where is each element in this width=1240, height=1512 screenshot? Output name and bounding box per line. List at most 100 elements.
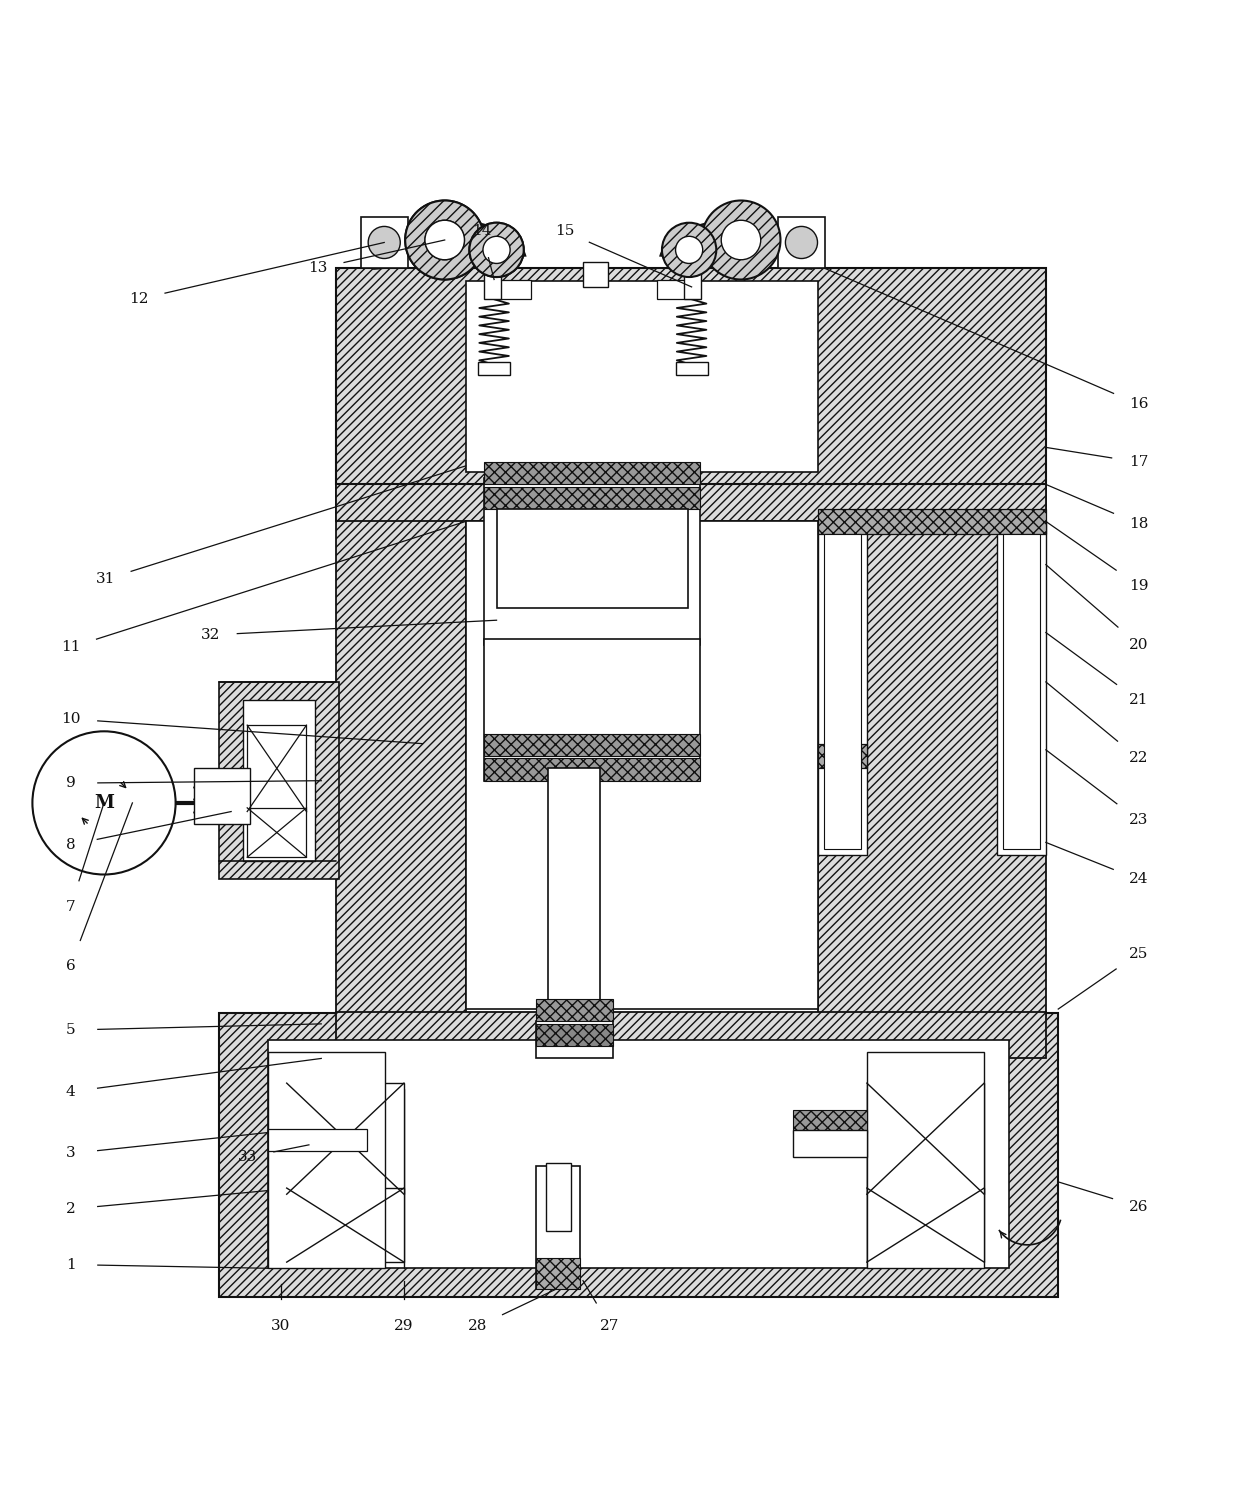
- Bar: [792, 1110, 867, 1132]
- Bar: [247, 807, 306, 857]
- Bar: [536, 1022, 613, 1058]
- Bar: [792, 1129, 867, 1157]
- Text: 28: 28: [469, 1320, 487, 1334]
- Text: 20: 20: [1128, 638, 1148, 652]
- Circle shape: [470, 222, 523, 277]
- Bar: [817, 484, 1045, 1015]
- Bar: [361, 216, 408, 269]
- Bar: [484, 638, 701, 780]
- Text: 5: 5: [66, 1024, 76, 1037]
- Bar: [286, 1188, 404, 1263]
- Bar: [494, 280, 531, 299]
- Circle shape: [425, 221, 465, 260]
- Bar: [218, 1013, 1058, 1297]
- Bar: [484, 733, 701, 756]
- Bar: [1003, 534, 1039, 848]
- Circle shape: [405, 201, 484, 280]
- Bar: [867, 1188, 985, 1263]
- Text: 19: 19: [1128, 579, 1148, 593]
- Text: 18: 18: [1128, 517, 1148, 531]
- Text: 7: 7: [66, 900, 76, 913]
- Bar: [867, 1052, 985, 1269]
- Bar: [336, 478, 1045, 522]
- Bar: [247, 726, 306, 812]
- Text: 22: 22: [1128, 751, 1148, 765]
- Circle shape: [785, 227, 817, 259]
- Bar: [268, 1129, 367, 1151]
- Circle shape: [425, 221, 465, 260]
- Bar: [817, 744, 867, 768]
- Text: 21: 21: [1128, 694, 1148, 708]
- Bar: [536, 1258, 580, 1290]
- Text: 13: 13: [308, 262, 327, 275]
- Text: 2: 2: [66, 1202, 76, 1216]
- Text: 11: 11: [61, 641, 81, 655]
- Text: 10: 10: [61, 712, 81, 726]
- Bar: [466, 522, 817, 1009]
- Bar: [243, 700, 315, 860]
- Bar: [684, 262, 702, 299]
- Bar: [336, 269, 1045, 484]
- Text: 29: 29: [394, 1320, 414, 1334]
- Polygon shape: [373, 221, 526, 269]
- Text: 32: 32: [201, 627, 219, 643]
- Polygon shape: [661, 221, 812, 269]
- Bar: [268, 1052, 386, 1269]
- Text: 4: 4: [66, 1084, 76, 1099]
- Text: 24: 24: [1128, 872, 1148, 886]
- Bar: [195, 768, 249, 824]
- Bar: [548, 768, 600, 1009]
- Bar: [536, 1024, 613, 1046]
- Text: 33: 33: [238, 1151, 257, 1164]
- Text: 14: 14: [472, 224, 491, 239]
- Text: 8: 8: [66, 838, 76, 851]
- Text: 17: 17: [1128, 455, 1148, 469]
- Bar: [823, 534, 861, 848]
- Bar: [583, 262, 608, 287]
- Text: 23: 23: [1128, 813, 1148, 827]
- Bar: [466, 281, 817, 472]
- Bar: [268, 1040, 1009, 1269]
- Circle shape: [482, 236, 510, 263]
- Bar: [997, 522, 1045, 854]
- Bar: [336, 484, 466, 1015]
- Bar: [496, 510, 688, 608]
- Text: 27: 27: [600, 1320, 620, 1334]
- Bar: [484, 478, 701, 646]
- Text: 12: 12: [129, 292, 149, 307]
- Bar: [218, 682, 339, 880]
- Text: 26: 26: [1128, 1199, 1148, 1214]
- Bar: [536, 999, 613, 1022]
- Bar: [484, 262, 501, 299]
- Bar: [657, 280, 694, 299]
- Bar: [817, 510, 1045, 534]
- Text: 9: 9: [66, 776, 76, 791]
- Bar: [336, 1012, 1045, 1058]
- Text: 25: 25: [1128, 947, 1148, 960]
- Bar: [286, 1083, 404, 1194]
- Bar: [676, 363, 708, 375]
- Circle shape: [405, 201, 484, 280]
- Circle shape: [470, 222, 523, 277]
- Circle shape: [662, 222, 717, 277]
- Circle shape: [368, 227, 401, 259]
- Text: 6: 6: [66, 959, 76, 972]
- Bar: [479, 363, 510, 375]
- Bar: [817, 522, 867, 854]
- Circle shape: [722, 221, 760, 260]
- Circle shape: [702, 201, 780, 280]
- Text: 16: 16: [1128, 398, 1148, 411]
- Text: 30: 30: [270, 1320, 290, 1334]
- Text: 31: 31: [95, 573, 115, 587]
- Circle shape: [32, 732, 176, 874]
- Bar: [867, 1083, 985, 1194]
- Bar: [484, 487, 701, 510]
- Text: 3: 3: [66, 1146, 76, 1161]
- Text: 15: 15: [554, 224, 574, 239]
- Circle shape: [676, 236, 703, 263]
- Text: M: M: [94, 794, 114, 812]
- Text: 1: 1: [66, 1258, 76, 1272]
- Bar: [777, 216, 825, 269]
- Bar: [484, 759, 701, 780]
- Bar: [536, 1166, 580, 1290]
